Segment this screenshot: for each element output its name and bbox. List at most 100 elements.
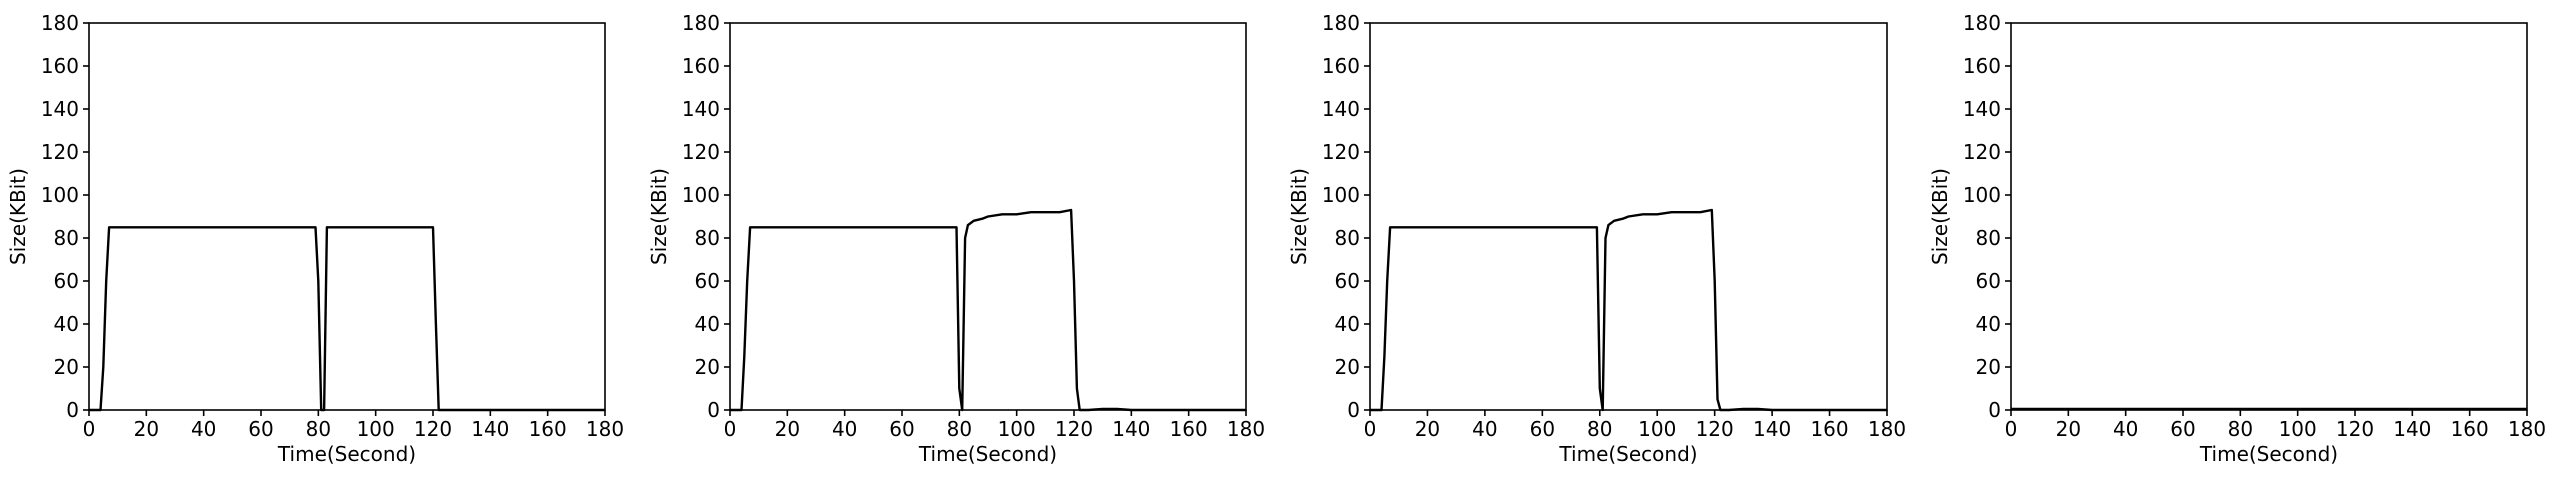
y-tick-label: 140	[41, 97, 79, 121]
x-tick-label: 120	[1055, 417, 1093, 441]
x-tick-label: 180	[586, 417, 624, 441]
y-tick-label: 100	[1963, 183, 2001, 207]
y-tick-label: 40	[54, 312, 79, 336]
x-axis-label: Time(Second)	[277, 442, 416, 466]
y-tick-label: 180	[1963, 11, 2001, 35]
y-tick-label: 20	[695, 355, 720, 379]
y-tick-label: 0	[1347, 398, 1360, 422]
x-tick-label: 0	[1364, 417, 1377, 441]
x-tick-label: 0	[724, 417, 737, 441]
y-axis-label: Size(KBit)	[647, 168, 671, 265]
x-tick-label: 80	[2228, 417, 2253, 441]
x-tick-label: 20	[1415, 417, 1440, 441]
x-tick-label: 60	[889, 417, 914, 441]
y-tick-label: 180	[41, 11, 79, 35]
y-tick-label: 160	[1322, 54, 1360, 78]
x-tick-label: 80	[947, 417, 972, 441]
x-tick-label: 100	[998, 417, 1036, 441]
series-line-1	[89, 226, 605, 412]
x-tick-label: 120	[414, 417, 452, 441]
x-tick-label: 120	[2336, 417, 2374, 441]
y-tick-label: 60	[695, 269, 720, 293]
y-tick-label: 0	[707, 398, 720, 422]
x-tick-label: 40	[832, 417, 857, 441]
y-axis-label: Size(KBit)	[1928, 168, 1952, 265]
x-tick-label: 80	[1587, 417, 1612, 441]
x-tick-label: 20	[134, 417, 159, 441]
y-tick-label: 180	[1322, 11, 1360, 35]
y-tick-label: 80	[1976, 226, 2001, 250]
x-tick-label: 180	[2508, 417, 2546, 441]
y-tick-label: 20	[54, 355, 79, 379]
y-tick-label: 120	[1963, 140, 2001, 164]
x-tick-label: 20	[775, 417, 800, 441]
y-tick-label: 120	[41, 140, 79, 164]
x-tick-label: 160	[2451, 417, 2489, 441]
y-tick-label: 140	[1963, 97, 2001, 121]
y-tick-label: 60	[1976, 269, 2001, 293]
x-tick-label: 40	[2113, 417, 2138, 441]
y-axis-label: Size(KBit)	[1287, 168, 1311, 265]
chart-panel-4: 0 20 40 60 80 100 120 140 160 180 0 20 40 60 80 100 120 1…	[1928, 11, 2546, 466]
plot-frame	[1369, 22, 1888, 411]
x-tick-label: 60	[1530, 417, 1555, 441]
x-tick-label: 140	[1112, 417, 1150, 441]
x-tick-label: 60	[248, 417, 273, 441]
y-tick-label: 160	[682, 54, 720, 78]
y-tick-label: 0	[66, 398, 79, 422]
x-tick-label: 100	[2279, 417, 2317, 441]
x-tick-label: 160	[1810, 417, 1848, 441]
y-tick-label: 80	[695, 226, 720, 250]
x-tick-label: 120	[1696, 417, 1734, 441]
x-tick-label: 80	[306, 417, 331, 441]
x-tick-label: 140	[471, 417, 509, 441]
y-tick-label: 80	[54, 226, 79, 250]
x-tick-label: 160	[529, 417, 567, 441]
x-axis-label: Time(Second)	[918, 442, 1057, 466]
x-tick-label: 0	[2005, 417, 2018, 441]
chart-panel-2: 0 20 40 60 80 100 120 140 160 180 0 20 40 60 80 100 120 1…	[647, 11, 1265, 466]
y-tick-label: 80	[1335, 226, 1360, 250]
y-tick-label: 60	[54, 269, 79, 293]
x-tick-label: 100	[1638, 417, 1676, 441]
x-axis-label: Time(Second)	[1558, 442, 1697, 466]
y-tick-label: 20	[1335, 355, 1360, 379]
x-tick-label: 20	[2056, 417, 2081, 441]
y-tick-label: 100	[682, 183, 720, 207]
y-axis-label: Size(KBit)	[6, 168, 30, 265]
chart-panel-3: 0 20 40 60 80 100 120 140 160 180 0 20 40 60 80 100 120 1…	[1287, 11, 1906, 466]
plot-frame	[88, 22, 606, 411]
y-tick-label: 20	[1976, 355, 2001, 379]
y-tick-label: 140	[682, 97, 720, 121]
y-tick-label: 60	[1335, 269, 1360, 293]
x-tick-label: 0	[83, 417, 96, 441]
y-tick-label: 180	[682, 11, 720, 35]
x-axis-label: Time(Second)	[2199, 442, 2338, 466]
series-line-1	[1370, 208, 1887, 412]
y-tick-label: 140	[1322, 97, 1360, 121]
x-tick-label: 60	[2170, 417, 2195, 441]
plot-frame	[2010, 22, 2528, 411]
x-tick-label: 160	[1170, 417, 1208, 441]
chart-panel-1: 0 20 40 60 80 100 120 140 160 180 0 20 40 60 80 100 120 1…	[6, 11, 624, 466]
x-tick-label: 180	[1868, 417, 1906, 441]
x-tick-label: 100	[357, 417, 395, 441]
y-tick-label: 40	[1335, 312, 1360, 336]
y-tick-label: 40	[1976, 312, 2001, 336]
y-tick-label: 160	[1963, 54, 2001, 78]
x-tick-label: 140	[2393, 417, 2431, 441]
y-tick-label: 100	[41, 183, 79, 207]
y-tick-label: 0	[1988, 398, 2001, 422]
y-tick-label: 40	[695, 312, 720, 336]
y-tick-label: 120	[1322, 140, 1360, 164]
series-line-1	[730, 208, 1246, 412]
plot-frame	[729, 22, 1247, 411]
x-tick-label: 40	[1472, 417, 1497, 441]
y-tick-label: 100	[1322, 183, 1360, 207]
y-tick-label: 160	[41, 54, 79, 78]
x-tick-label: 40	[191, 417, 216, 441]
y-tick-label: 120	[682, 140, 720, 164]
x-tick-label: 140	[1753, 417, 1791, 441]
x-tick-label: 180	[1227, 417, 1265, 441]
